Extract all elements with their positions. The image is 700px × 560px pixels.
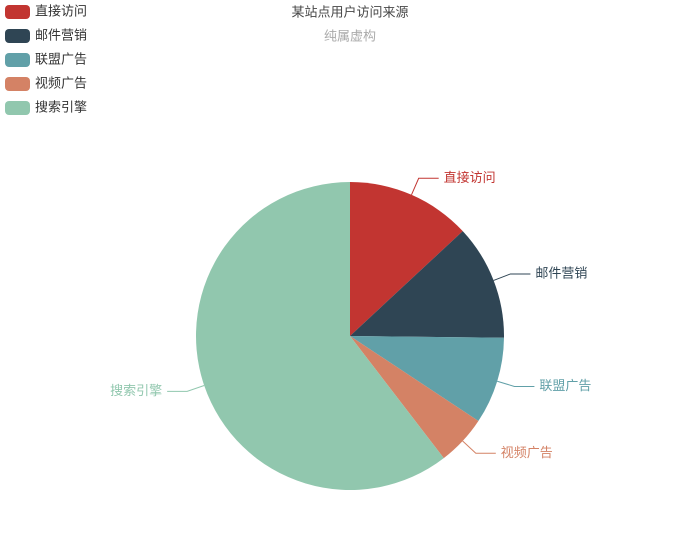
slice-label: 联盟广告 [539,379,591,394]
label-line [167,385,205,392]
legend-label: 邮件营销 [35,29,87,44]
legend-swatch [5,5,30,19]
legend-swatch [5,53,30,67]
pie-slice [350,182,463,336]
pie-slice [350,336,479,459]
pie-slice [350,336,504,422]
label-line [462,440,496,454]
label-line [411,177,439,196]
pie-slice [350,231,504,338]
legend-label: 视频广告 [35,77,87,92]
chart-subtitle: 纯属虚构 [324,30,376,45]
legend-label: 直接访问 [35,4,87,20]
pie-slice [196,182,444,490]
legend-swatch [5,101,30,115]
legend-label: 联盟广告 [35,53,87,68]
legend-swatch [5,77,30,91]
slice-label: 视频广告 [501,446,553,461]
legend-label: 搜索引擎 [35,101,87,116]
label-line [493,273,531,281]
slice-label: 直接访问 [444,170,496,186]
slice-label: 邮件营销 [535,266,587,281]
label-line [497,380,535,387]
chart-title: 某站点用户访问来源 [291,5,408,21]
legend-swatch [5,29,30,43]
slice-label: 搜索引擎 [110,384,162,399]
